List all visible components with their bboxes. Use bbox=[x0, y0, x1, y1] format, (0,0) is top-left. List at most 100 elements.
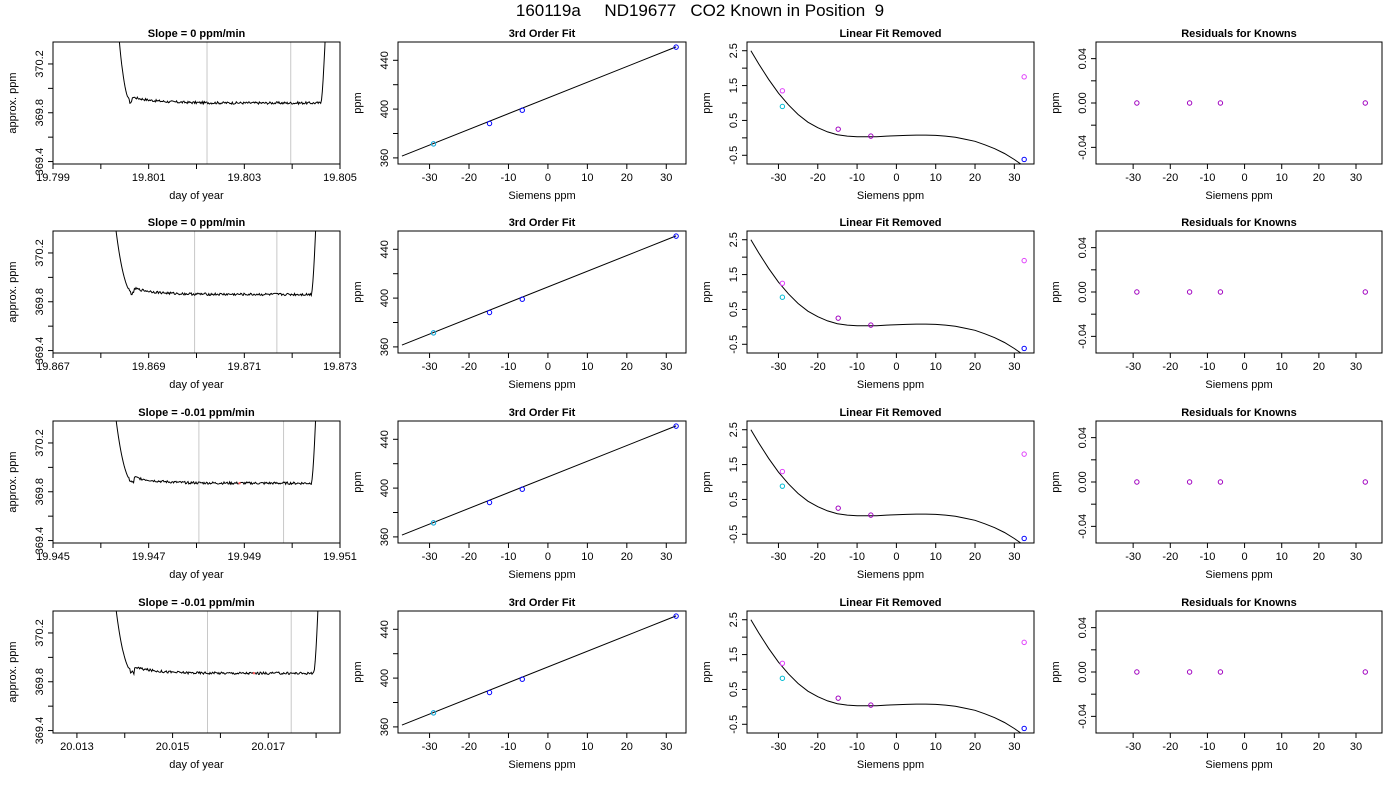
panel-title: Residuals for Knowns bbox=[1181, 597, 1297, 609]
y-axis-label: ppm bbox=[701, 281, 713, 302]
x-tick-label: -10 bbox=[1199, 741, 1215, 753]
data-point bbox=[673, 613, 679, 619]
y-tick-label: 0.5 bbox=[728, 113, 740, 128]
data-point bbox=[1186, 100, 1193, 106]
y-axis-label: ppm bbox=[352, 661, 364, 682]
x-tick-label: 10 bbox=[930, 741, 942, 753]
x-tick-label: -20 bbox=[461, 741, 477, 753]
x-tick-label: -10 bbox=[849, 551, 865, 563]
y-axis-label: ppm bbox=[701, 92, 713, 113]
data-point bbox=[430, 330, 437, 336]
data-point bbox=[1217, 100, 1224, 106]
data-point bbox=[835, 315, 841, 321]
x-tick-label: 30 bbox=[660, 741, 672, 753]
panel-title: Slope = 0 ppm/min bbox=[148, 217, 246, 229]
y-tick-label: 0.00 bbox=[1077, 281, 1089, 302]
y-tick-label: 2.5 bbox=[728, 43, 740, 58]
x-tick-label: -30 bbox=[1125, 361, 1141, 373]
fit-curve bbox=[750, 429, 1022, 543]
panel-title: 3rd Order Fit bbox=[509, 597, 576, 609]
data-point bbox=[868, 702, 874, 708]
data-point bbox=[779, 294, 786, 300]
x-tick-label: 0 bbox=[545, 741, 551, 753]
data-point bbox=[1021, 156, 1027, 163]
plot-frame bbox=[746, 610, 1035, 734]
x-tick-label: 30 bbox=[1008, 172, 1020, 184]
data-point bbox=[1134, 479, 1140, 485]
x-axis-label: Siemens ppm bbox=[508, 379, 575, 391]
y-axis-label: approx. ppm bbox=[7, 261, 19, 322]
panel-fit3-4: 3rd Order Fit Siemens ppm ppm -30 -20 -10 0 10 2… bbox=[352, 597, 687, 771]
data-point bbox=[779, 88, 786, 94]
x-tick-label: 19.801 bbox=[132, 172, 166, 184]
data-point bbox=[1186, 479, 1193, 485]
x-axis-label: day of year bbox=[169, 379, 224, 391]
x-tick-label: 0 bbox=[545, 361, 551, 373]
plot-frame bbox=[746, 41, 1035, 165]
y-tick-label: 440 bbox=[379, 430, 391, 448]
panel-title: Slope = 0 ppm/min bbox=[148, 28, 246, 40]
data-point bbox=[430, 141, 437, 147]
plot-area bbox=[115, 421, 317, 543]
data-point bbox=[779, 468, 786, 475]
y-tick-label: 369.4 bbox=[34, 148, 46, 176]
y-tick-label: 370.2 bbox=[34, 619, 46, 647]
data-point bbox=[486, 689, 493, 696]
panel-fit3-1: 3rd Order Fit Siemens ppm ppm -30 -20 -10 0 10 2… bbox=[352, 28, 687, 202]
plot-frame bbox=[397, 610, 687, 734]
x-tick-label: 0 bbox=[545, 551, 551, 563]
x-tick-label: -10 bbox=[849, 172, 865, 184]
y-axis-label: approx. ppm bbox=[7, 72, 19, 133]
data-point bbox=[868, 133, 874, 139]
panel-resid-2: Residuals for Knowns Siemens ppm ppm -30 -20… bbox=[1050, 217, 1383, 391]
x-axis-label: day of year bbox=[169, 759, 224, 771]
panel-title: Residuals for Knowns bbox=[1181, 217, 1297, 229]
data-point bbox=[1186, 669, 1193, 675]
y-tick-label: -0.5 bbox=[728, 335, 740, 354]
y-tick-label: 0.04 bbox=[1077, 427, 1089, 448]
x-tick-label: 10 bbox=[581, 172, 593, 184]
data-point bbox=[1362, 479, 1368, 485]
fit-line bbox=[401, 425, 677, 536]
y-tick-label: 2.5 bbox=[728, 612, 740, 627]
x-tick-label: 10 bbox=[1276, 361, 1288, 373]
x-tick-label: 20 bbox=[969, 172, 981, 184]
x-tick-label: 10 bbox=[1276, 551, 1288, 563]
y-tick-label: 1.5 bbox=[728, 78, 740, 93]
x-tick-label: 20 bbox=[1313, 741, 1325, 753]
x-tick-label: 0 bbox=[893, 361, 899, 373]
panel-linremoved-1: Linear Fit Removed Siemens ppm ppm -30 -20 -1… bbox=[701, 28, 1035, 202]
panel-title: Linear Fit Removed bbox=[839, 597, 941, 609]
y-tick-label: -0.04 bbox=[1077, 514, 1089, 539]
plot-area bbox=[401, 423, 679, 536]
y-tick-label: 0.04 bbox=[1077, 48, 1089, 69]
x-tick-label: -20 bbox=[810, 551, 826, 563]
x-tick-label: 20 bbox=[1313, 172, 1325, 184]
plot-area bbox=[750, 619, 1027, 733]
x-tick-label: 0 bbox=[893, 741, 899, 753]
y-tick-label: 369.8 bbox=[34, 288, 46, 316]
x-tick-label: 30 bbox=[1350, 172, 1362, 184]
data-point bbox=[673, 423, 679, 429]
plot-frame bbox=[1095, 230, 1383, 354]
y-axis-label: approx. ppm bbox=[7, 641, 19, 702]
data-point bbox=[779, 280, 786, 286]
x-tick-label: 0 bbox=[1242, 551, 1248, 563]
x-tick-label: -20 bbox=[461, 361, 477, 373]
plot-frame bbox=[397, 420, 687, 544]
x-tick-label: 20 bbox=[1313, 361, 1325, 373]
x-tick-label: -30 bbox=[422, 361, 438, 373]
y-tick-label: -0.5 bbox=[728, 146, 740, 165]
x-tick-label: -30 bbox=[1125, 551, 1141, 563]
data-point bbox=[519, 676, 525, 682]
panel-fit3-3: 3rd Order Fit Siemens ppm ppm -30 -20 -10 0 10 2… bbox=[352, 407, 687, 581]
panel-title: Linear Fit Removed bbox=[839, 217, 941, 229]
data-point bbox=[1021, 257, 1027, 264]
x-tick-label: 20.017 bbox=[251, 741, 285, 753]
panel-time-3: Slope = -0.01 ppm/min day of year approx. … bbox=[7, 407, 357, 581]
x-tick-label: 19.951 bbox=[323, 551, 357, 563]
data-point bbox=[1362, 289, 1368, 295]
x-tick-label: 20 bbox=[1313, 551, 1325, 563]
x-tick-label: 10 bbox=[930, 361, 942, 373]
plot-area bbox=[115, 231, 317, 353]
